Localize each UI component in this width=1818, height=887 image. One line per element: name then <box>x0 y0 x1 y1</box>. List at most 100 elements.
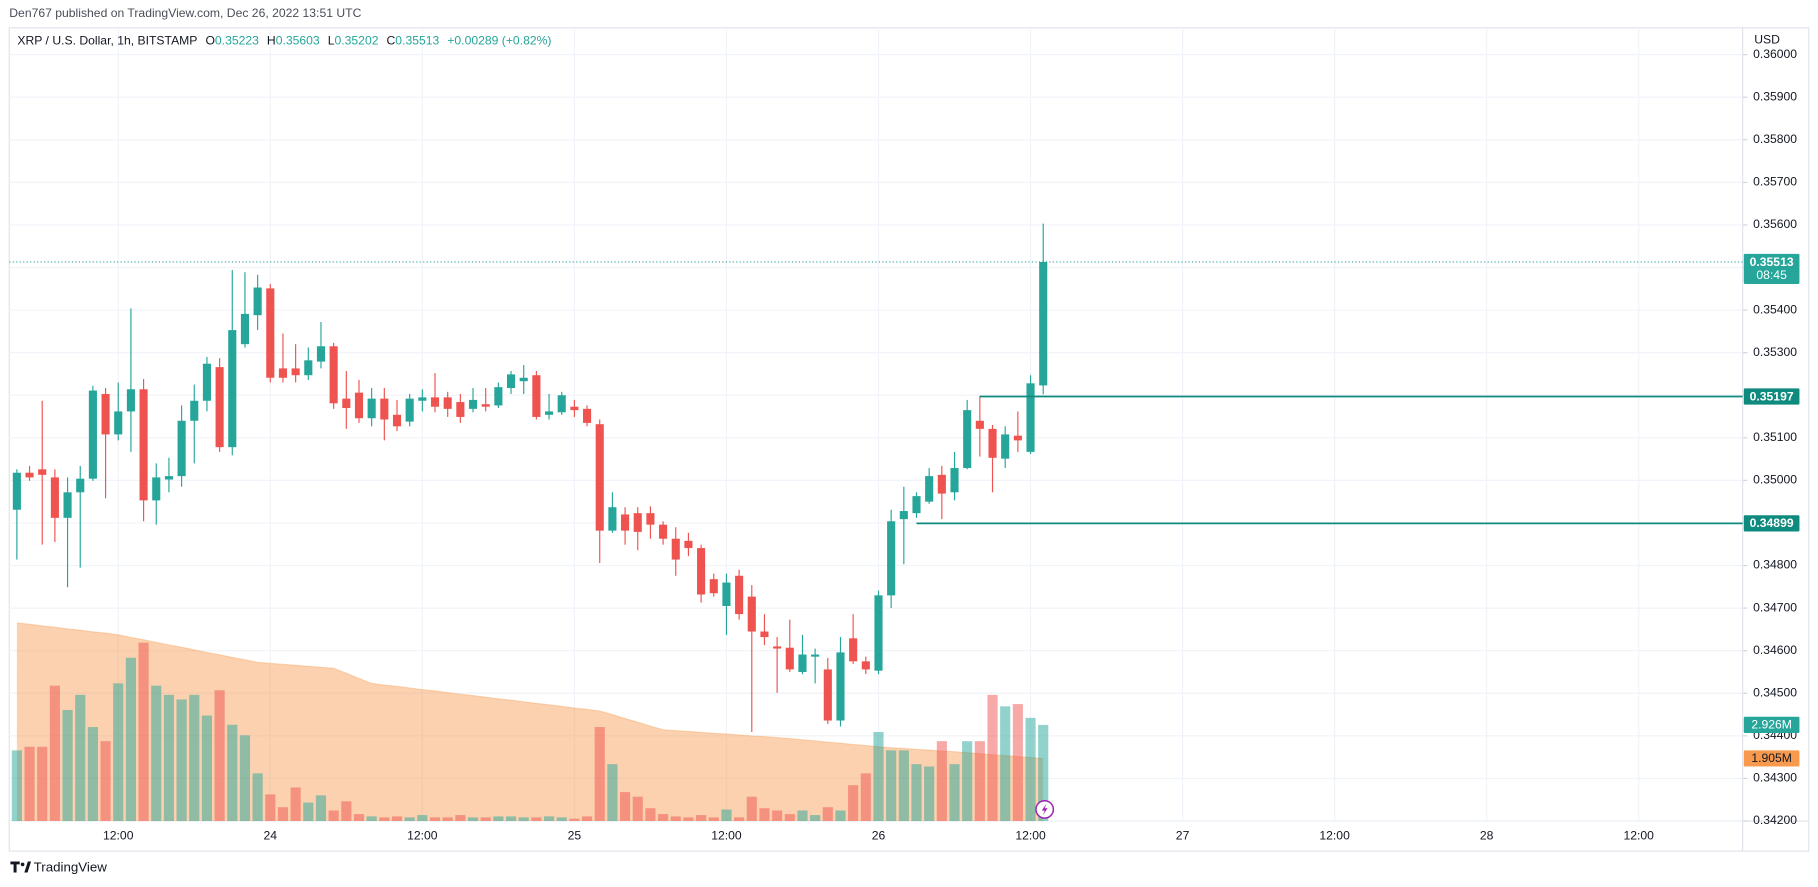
y-tick-label: 0.34200 <box>1753 813 1797 827</box>
x-tick-label: 24 <box>264 828 278 842</box>
volume-bar <box>505 816 517 821</box>
candle-body <box>659 524 668 539</box>
candle-body <box>899 511 908 520</box>
x-tick-label: 12:00 <box>711 828 742 842</box>
candle-body <box>139 389 148 501</box>
candle-body <box>240 313 250 345</box>
y-tick-label: 0.34700 <box>1753 600 1797 614</box>
candle-body <box>861 661 870 670</box>
y-tick-label: 0.35700 <box>1753 175 1797 189</box>
volume-bar <box>734 817 745 821</box>
volume-label: 2.926M <box>1751 718 1792 732</box>
volume-bar <box>455 815 466 821</box>
candle-body <box>342 398 351 409</box>
candle-body <box>50 477 59 518</box>
volume-bar <box>353 814 365 821</box>
volume-bar <box>556 817 567 821</box>
volume-bar <box>87 727 98 821</box>
candle-body <box>722 582 731 606</box>
volume-bar <box>24 746 35 821</box>
candle-body <box>519 377 528 382</box>
volume-bar <box>252 773 263 821</box>
candle-body <box>773 646 782 649</box>
candle-body <box>367 398 376 419</box>
volume-bar <box>721 809 732 821</box>
candle-body <box>937 474 946 494</box>
x-tick-label: 26 <box>872 828 886 842</box>
x-tick-label: 25 <box>568 828 582 842</box>
volume-bar <box>303 802 314 821</box>
volume-ma-area <box>16 622 1044 821</box>
volume-label-box <box>1743 716 1800 733</box>
volume-bar <box>442 817 453 821</box>
volume-bar <box>189 694 200 821</box>
volume-bar <box>429 817 441 821</box>
candle-body <box>1001 434 1010 459</box>
volume-bar <box>936 741 947 821</box>
y-tick-label: 0.34800 <box>1753 558 1797 572</box>
candle-body <box>633 513 642 532</box>
candle-body <box>557 395 566 413</box>
candle-body <box>152 477 161 501</box>
candle-body <box>126 389 135 412</box>
level-label-box <box>1743 515 1800 532</box>
volume-pane <box>11 622 1049 821</box>
candle-body <box>1013 435 1022 441</box>
candle-body <box>887 521 896 596</box>
x-tick-label: 12:00 <box>1015 828 1046 842</box>
y-tick-label: 0.35600 <box>1753 217 1797 231</box>
candle-body <box>88 390 97 479</box>
volume-bar <box>594 727 605 821</box>
candle-body <box>63 492 72 518</box>
candle-body <box>671 538 680 560</box>
publish-info: Den767 published on TradingView.com, Dec… <box>9 6 361 20</box>
volume-bar <box>645 808 656 821</box>
candle-body <box>950 468 959 493</box>
candle-body <box>570 406 579 411</box>
candle-body <box>12 472 21 510</box>
volume-bar <box>962 741 973 821</box>
candle-body <box>101 393 110 435</box>
volume-bar <box>683 817 694 821</box>
volume-bar <box>924 766 935 821</box>
volume-bar <box>1025 717 1036 821</box>
candle-body <box>316 346 326 362</box>
candle-body <box>405 398 414 422</box>
logo-v <box>24 861 32 873</box>
countdown-label: 08:45 <box>1756 268 1787 282</box>
candle-body <box>329 346 338 404</box>
candle-body <box>849 638 858 662</box>
candle-body <box>278 368 288 378</box>
x-tick-label: 12:00 <box>1319 828 1350 842</box>
legend-change: +0.00289 (+0.82%) <box>447 34 551 48</box>
candle-body <box>595 424 604 531</box>
volume-bar <box>328 810 339 821</box>
volume-bar <box>1012 704 1023 821</box>
levels <box>9 261 1743 525</box>
volume-bar <box>125 657 136 821</box>
candle-body <box>418 397 427 401</box>
y-tick-label: 0.35100 <box>1753 430 1797 444</box>
footer-logo: TradingView <box>10 859 107 874</box>
volume-bar <box>151 685 162 821</box>
candle-body <box>697 548 706 595</box>
candle-body <box>798 654 807 672</box>
legend-high-label: H <box>267 34 276 48</box>
candle-body <box>266 288 275 378</box>
candle-body <box>608 507 617 531</box>
volume-bar <box>379 817 390 821</box>
volume-bar <box>480 817 491 821</box>
volume-bar <box>607 764 618 821</box>
candle-body <box>988 428 997 458</box>
candle-body <box>925 476 934 502</box>
alert-icon <box>1035 799 1055 819</box>
volume-bar <box>11 750 22 821</box>
candle-body <box>494 387 503 406</box>
candle-body <box>912 496 921 514</box>
volume-bar <box>214 690 225 821</box>
level-label-box <box>1743 388 1800 405</box>
candle-body <box>392 414 402 427</box>
volume-bar <box>113 683 124 821</box>
